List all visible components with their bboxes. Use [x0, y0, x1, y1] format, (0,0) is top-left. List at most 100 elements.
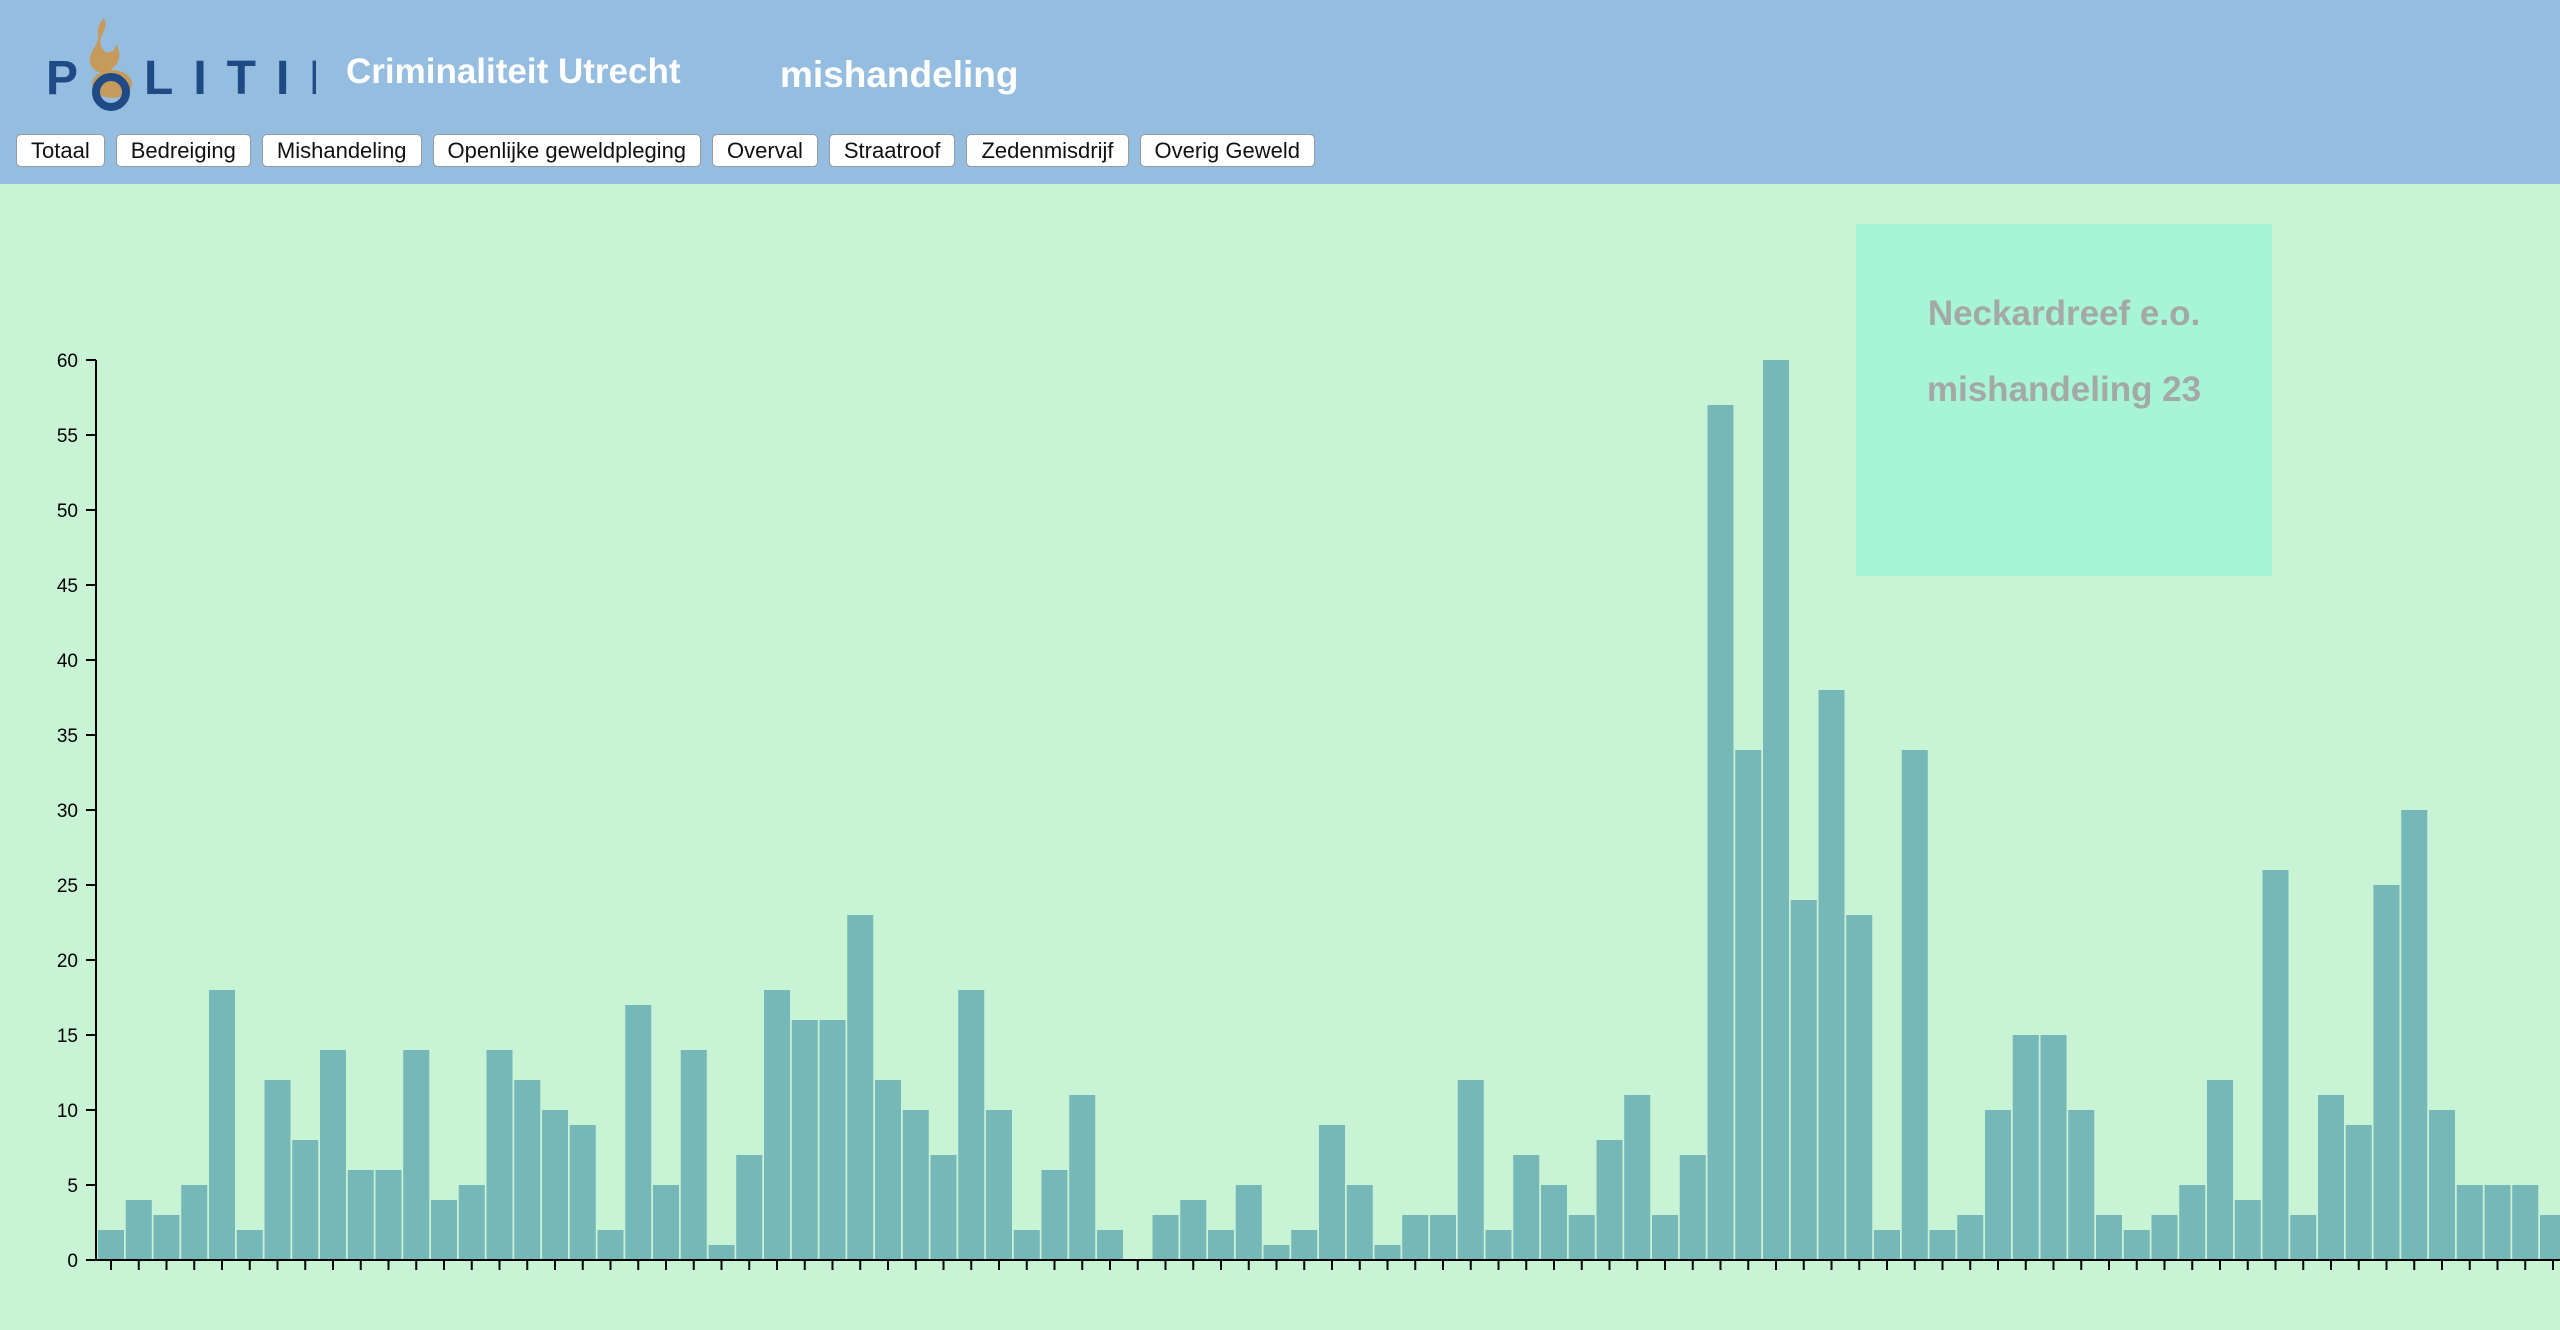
bar[interactable]	[764, 990, 790, 1260]
bar[interactable]	[1374, 1245, 1401, 1260]
bar[interactable]	[1624, 1095, 1651, 1260]
bar[interactable]	[1208, 1230, 1234, 1260]
bar[interactable]	[1485, 1230, 1512, 1260]
bar[interactable]	[2068, 1110, 2095, 1260]
bar[interactable]	[2234, 1200, 2261, 1260]
bar[interactable]	[1457, 1080, 1484, 1260]
bar[interactable]	[986, 1110, 1012, 1260]
nav-button-openlijke-geweldpleging[interactable]: Openlijke geweldpleging	[432, 134, 702, 167]
bar[interactable]	[542, 1110, 568, 1260]
bar[interactable]	[1985, 1110, 2011, 1260]
bar[interactable]	[847, 915, 874, 1260]
bar[interactable]	[2401, 810, 2428, 1260]
bar[interactable]	[2484, 1185, 2511, 1260]
y-tick-label: 55	[57, 426, 78, 447]
bar[interactable]	[2179, 1185, 2206, 1260]
bar[interactable]	[1735, 750, 1762, 1260]
bar[interactable]	[1013, 1230, 1040, 1260]
bar[interactable]	[375, 1170, 402, 1260]
nav-button-mishandeling[interactable]: Mishandeling	[261, 134, 422, 167]
bar[interactable]	[736, 1155, 763, 1260]
bar[interactable]	[1541, 1185, 1567, 1260]
bar[interactable]	[2123, 1230, 2150, 1260]
bar[interactable]	[2429, 1110, 2455, 1260]
bar[interactable]	[1291, 1230, 1318, 1260]
bar[interactable]	[403, 1050, 430, 1260]
bar[interactable]	[98, 1230, 124, 1260]
bar[interactable]	[1874, 1230, 1900, 1260]
bar[interactable]	[1596, 1140, 1623, 1260]
bar[interactable]	[1846, 915, 1873, 1260]
bar[interactable]	[181, 1185, 208, 1260]
bar[interactable]	[569, 1125, 596, 1260]
bar[interactable]	[347, 1170, 374, 1260]
bar[interactable]	[680, 1050, 707, 1260]
tooltip-panel: Neckardreef e.o. mishandeling 23	[1856, 224, 2272, 576]
bar[interactable]	[2096, 1215, 2122, 1260]
nav-button-overval[interactable]: Overval	[712, 134, 818, 167]
bar[interactable]	[320, 1050, 346, 1260]
bar[interactable]	[1679, 1155, 1706, 1260]
bar[interactable]	[292, 1140, 319, 1260]
bar[interactable]	[1763, 360, 1789, 1260]
bar[interactable]	[2373, 885, 2400, 1260]
bar[interactable]	[209, 990, 235, 1260]
bar[interactable]	[431, 1200, 457, 1260]
category-nav: Totaal Bedreiging Mishandeling Openlijke…	[16, 134, 1316, 167]
bar[interactable]	[1152, 1215, 1179, 1260]
bar[interactable]	[1402, 1215, 1429, 1260]
bar[interactable]	[1818, 690, 1845, 1260]
bar[interactable]	[458, 1185, 485, 1260]
bar[interactable]	[1430, 1215, 1456, 1260]
bar[interactable]	[875, 1080, 901, 1260]
svg-text:LITIE: LITIE	[144, 52, 316, 105]
bar[interactable]	[1568, 1215, 1595, 1260]
bar[interactable]	[2040, 1035, 2067, 1260]
bar[interactable]	[597, 1230, 624, 1260]
bar[interactable]	[1652, 1215, 1678, 1260]
bar[interactable]	[2540, 1215, 2560, 1260]
nav-button-zedenmisdrijf[interactable]: Zedenmisdrijf	[966, 134, 1129, 167]
bar[interactable]	[1707, 405, 1734, 1260]
nav-button-overig-geweld[interactable]: Overig Geweld	[1139, 134, 1316, 167]
bar[interactable]	[2207, 1080, 2233, 1260]
bar[interactable]	[958, 990, 985, 1260]
bar[interactable]	[264, 1080, 291, 1260]
bar[interactable]	[819, 1020, 846, 1260]
bar[interactable]	[930, 1155, 957, 1260]
bar[interactable]	[1790, 900, 1817, 1260]
bar[interactable]	[1901, 750, 1928, 1260]
bar[interactable]	[2318, 1095, 2344, 1260]
nav-button-straatroof[interactable]: Straatroof	[828, 134, 956, 167]
bar[interactable]	[1319, 1125, 1345, 1260]
bar[interactable]	[653, 1185, 679, 1260]
bar[interactable]	[2512, 1185, 2539, 1260]
bar[interactable]	[1513, 1155, 1540, 1260]
bar[interactable]	[236, 1230, 263, 1260]
bar[interactable]	[2262, 870, 2289, 1260]
bar[interactable]	[2012, 1035, 2039, 1260]
bar[interactable]	[902, 1110, 929, 1260]
bar[interactable]	[1929, 1230, 1956, 1260]
bar[interactable]	[1041, 1170, 1068, 1260]
bar[interactable]	[1957, 1215, 1984, 1260]
nav-button-bedreiging[interactable]: Bedreiging	[115, 134, 251, 167]
bar[interactable]	[708, 1245, 735, 1260]
bar[interactable]	[2151, 1215, 2178, 1260]
bar[interactable]	[1097, 1230, 1123, 1260]
bar[interactable]	[153, 1215, 180, 1260]
nav-button-totaal[interactable]: Totaal	[16, 134, 105, 167]
bar[interactable]	[2290, 1215, 2317, 1260]
bar[interactable]	[125, 1200, 152, 1260]
bar[interactable]	[1346, 1185, 1373, 1260]
bar[interactable]	[1263, 1245, 1290, 1260]
bar[interactable]	[2456, 1185, 2483, 1260]
bar[interactable]	[1069, 1095, 1096, 1260]
bar[interactable]	[514, 1080, 541, 1260]
bar[interactable]	[2345, 1125, 2372, 1260]
bar[interactable]	[791, 1020, 818, 1260]
bar[interactable]	[1180, 1200, 1207, 1260]
bar[interactable]	[486, 1050, 513, 1260]
bar[interactable]	[625, 1005, 652, 1260]
bar[interactable]	[1235, 1185, 1262, 1260]
